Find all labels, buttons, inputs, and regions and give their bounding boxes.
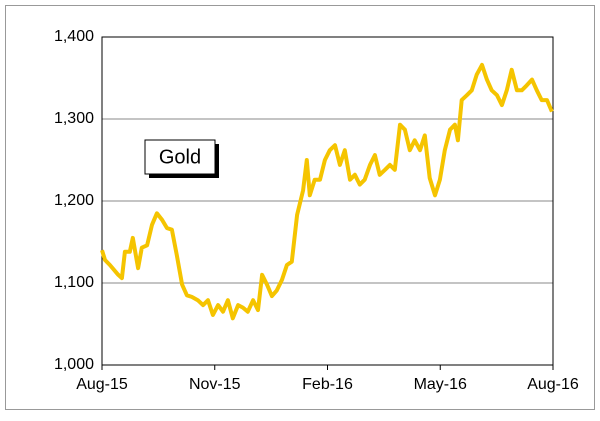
series-line — [100, 62, 554, 321]
x-tick-label: May-16 — [414, 376, 467, 393]
y-tick-label: 1,000 — [54, 356, 94, 373]
x-tick-label: Aug-15 — [76, 376, 128, 393]
x-tick-label: Feb-16 — [302, 376, 353, 393]
legend-box — [144, 139, 216, 175]
chart-frame — [5, 5, 595, 410]
x-tick-label: Aug-16 — [527, 376, 579, 393]
x-tick-label: Nov-15 — [189, 376, 241, 393]
y-tick-label: 1,300 — [54, 110, 94, 127]
legend-label: Gold — [159, 146, 201, 168]
y-tick-label: 1,200 — [54, 192, 94, 209]
y-tick-label: 1,400 — [54, 28, 94, 45]
plot-frame — [101, 36, 554, 366]
y-tick-label: 1,100 — [54, 274, 94, 291]
